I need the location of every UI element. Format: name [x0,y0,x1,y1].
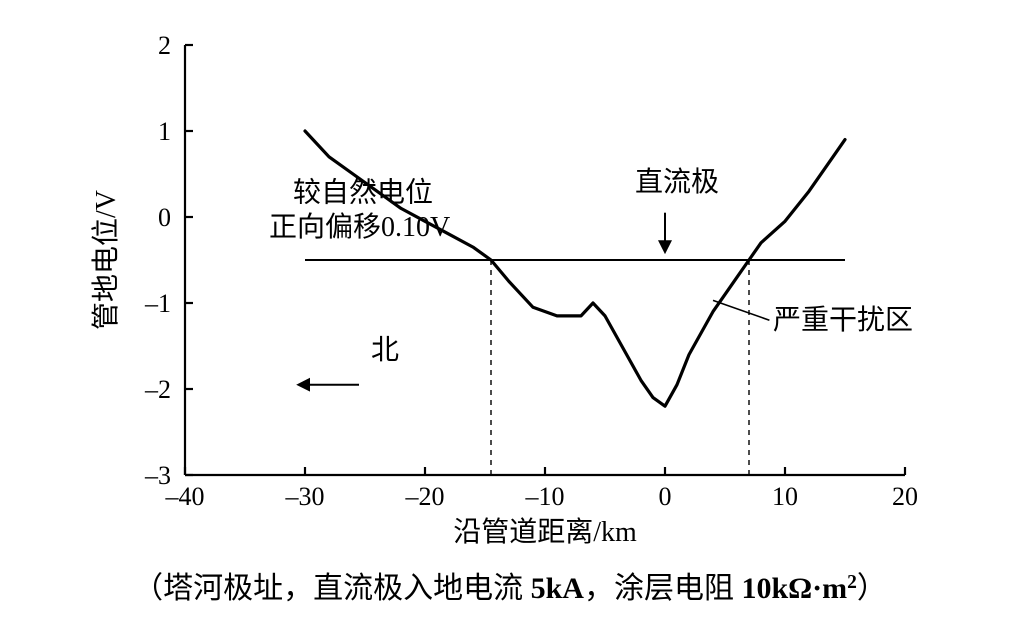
x-axis-label: 沿管道距离/km [453,516,637,548]
x-tick-label: –20 [405,482,445,511]
dc-pole-label: 直流极 [635,166,719,198]
x-tick-label: –30 [285,482,325,511]
y-tick-label: 0 [158,203,171,232]
chart-caption: （塔河极址，直流极入地电流 5kA，涂层电阻 10kΩ·m2） [133,572,887,606]
north-label: 北 [371,335,399,366]
y-tick-label: 2 [158,31,171,60]
shift-label-line2: 正向偏移0.10V [269,211,450,243]
x-tick-label: –10 [525,482,565,511]
x-tick-label: 20 [892,482,918,511]
potential-distance-chart: –40–30–20–1001020–3–2–1012沿管道距离/km管地电位/V… [0,0,1020,627]
x-tick-label: 0 [659,482,672,511]
severe-zone-label: 严重干扰区 [773,304,913,336]
shift-label-line1: 较自然电位 [293,177,433,209]
y-tick-label: –3 [144,461,171,490]
x-tick-label: 10 [772,482,798,511]
y-tick-label: –1 [144,289,171,318]
y-tick-label: –2 [144,375,171,404]
y-tick-label: 1 [158,117,171,146]
y-axis-label: 管地电位/V [90,190,122,330]
